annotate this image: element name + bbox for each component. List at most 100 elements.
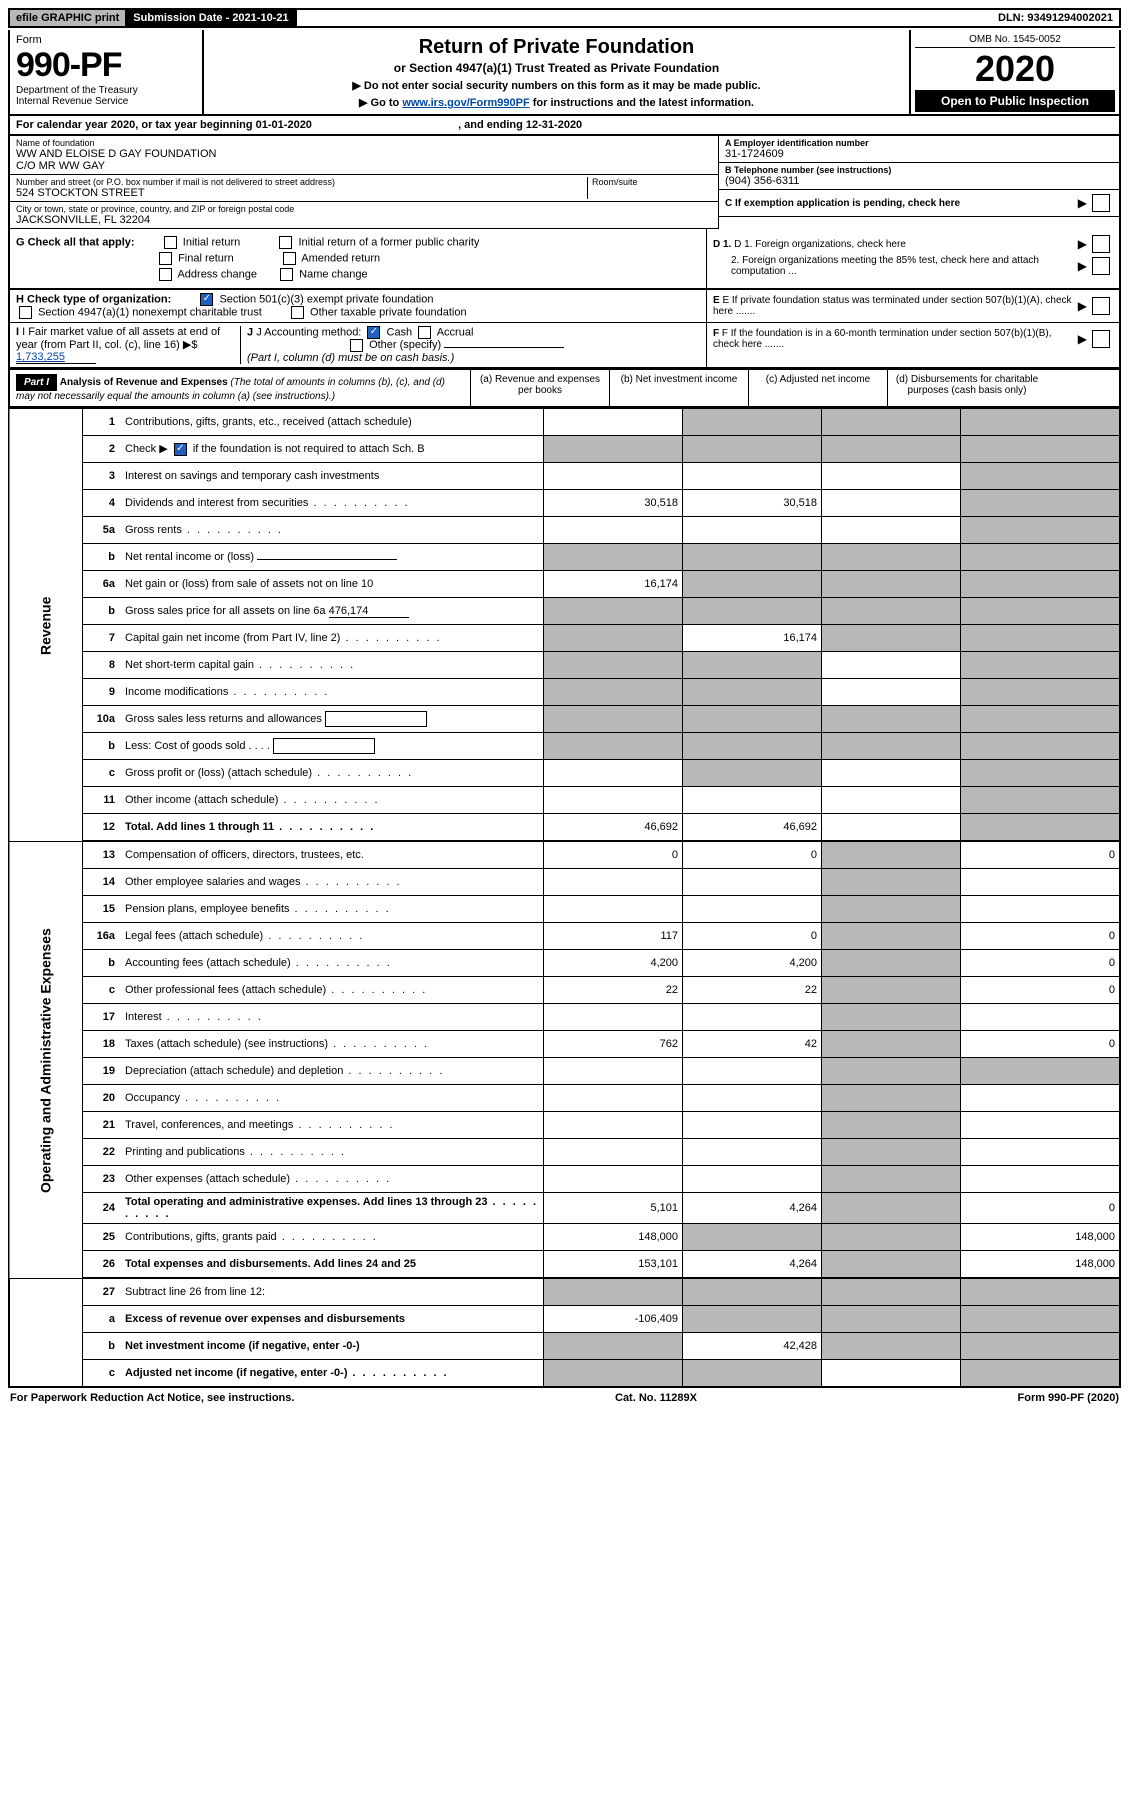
h-4947-checkbox[interactable] <box>19 306 32 319</box>
l5b-text: Net rental income or (loss) <box>125 551 254 563</box>
g-amended-checkbox[interactable] <box>283 252 296 265</box>
l27b: Net investment income (if negative, ente… <box>121 1333 544 1360</box>
form-label: Form <box>16 34 196 46</box>
col-d-head: (d) Disbursements for charitable purpose… <box>887 370 1046 406</box>
arrow-icon: ▶ <box>1078 237 1087 251</box>
table-row: 15Pension plans, employee benefits <box>9 896 1120 923</box>
l14: Other employee salaries and wages <box>121 869 544 896</box>
dept: Department of the Treasury <box>16 85 196 96</box>
g-addr: Address change <box>177 268 257 280</box>
table-row: 3Interest on savings and temporary cash … <box>9 463 1120 490</box>
table-row: 16aLegal fees (attach schedule)11700 <box>9 923 1120 950</box>
table-row: Operating and Administrative Expenses 13… <box>9 842 1120 869</box>
l6b-pre: Gross sales price for all assets on line… <box>125 605 326 617</box>
table-row: 7Capital gain net income (from Part IV, … <box>9 625 1120 652</box>
c-label: C If exemption application is pending, c… <box>725 198 1076 209</box>
l27: Subtract line 26 from line 12: <box>121 1279 544 1306</box>
form-header: Form 990-PF Department of the Treasury I… <box>8 30 1121 116</box>
l12a: 46,692 <box>544 814 683 841</box>
g-amended: Amended return <box>301 252 380 264</box>
i-val-link[interactable]: 1,733,255 <box>16 351 96 364</box>
info-grid: Name of foundation WW AND ELOISE D GAY F… <box>8 136 1121 229</box>
l24a: 5,101 <box>544 1193 683 1224</box>
l10c: Gross profit or (loss) (attach schedule) <box>121 760 544 787</box>
table-row: aExcess of revenue over expenses and dis… <box>9 1306 1120 1333</box>
l6b-val: 476,174 <box>329 605 409 618</box>
table-row: 21Travel, conferences, and meetings <box>9 1112 1120 1139</box>
efile-label[interactable]: efile GRAPHIC print <box>10 10 127 26</box>
l24b: 4,264 <box>683 1193 822 1224</box>
g-name-checkbox[interactable] <box>280 268 293 281</box>
j-note: (Part I, column (d) must be on cash basi… <box>247 352 454 364</box>
table-row: 23Other expenses (attach schedule) <box>9 1166 1120 1193</box>
calendar-year-row: For calendar year 2020, or tax year begi… <box>8 116 1121 136</box>
table-row: 2 Check ▶ ✓ if the foundation is not req… <box>9 436 1120 463</box>
j-other-checkbox[interactable] <box>350 339 363 352</box>
h-other-checkbox[interactable] <box>291 306 304 319</box>
table-row: bGross sales price for all assets on lin… <box>9 598 1120 625</box>
line-num: 2 <box>83 436 122 463</box>
d1-text: D 1. Foreign organizations, check here <box>734 239 906 250</box>
i-label: I Fair market value of all assets at end… <box>16 326 220 351</box>
city: JACKSONVILLE, FL 32204 <box>16 214 712 226</box>
e-label: E E If private foundation status was ter… <box>713 295 1076 317</box>
h-501-checkbox[interactable]: ✓ <box>200 293 213 306</box>
e-checkbox[interactable] <box>1092 297 1110 315</box>
l18d: 0 <box>961 1031 1121 1058</box>
l27c: Adjusted net income (if negative, enter … <box>121 1360 544 1388</box>
g-name: Name change <box>299 268 368 280</box>
j-cash-checkbox[interactable]: ✓ <box>367 326 380 339</box>
l16bb: 4,200 <box>683 950 822 977</box>
l12b: 46,692 <box>683 814 822 841</box>
h-other: Other taxable private foundation <box>310 306 467 318</box>
l16a: Legal fees (attach schedule) <box>121 923 544 950</box>
l10a-text: Gross sales less returns and allowances <box>125 713 322 725</box>
table-row: 14Other employee salaries and wages <box>9 869 1120 896</box>
g-final-checkbox[interactable] <box>159 252 172 265</box>
d1-checkbox[interactable] <box>1092 235 1110 253</box>
c-checkbox[interactable] <box>1092 194 1110 212</box>
table-row: 4Dividends and interest from securities3… <box>9 490 1120 517</box>
l9: Income modifications <box>121 679 544 706</box>
header-right: OMB No. 1545-0052 2020 Open to Public In… <box>909 30 1119 114</box>
l7b: 16,174 <box>683 625 822 652</box>
l22: Printing and publications <box>121 1139 544 1166</box>
l18a: 762 <box>544 1031 683 1058</box>
l13: Compensation of officers, directors, tru… <box>121 842 544 869</box>
l26d: 148,000 <box>961 1251 1121 1278</box>
l16ca: 22 <box>544 977 683 1004</box>
table-row: 10aGross sales less returns and allowanc… <box>9 706 1120 733</box>
c-cell: C If exemption application is pending, c… <box>719 190 1119 217</box>
ein: 31-1724609 <box>725 148 1113 160</box>
l2-checkbox[interactable]: ✓ <box>174 443 187 456</box>
b-cell: B Telephone number (see instructions) (9… <box>719 163 1119 190</box>
h-row: H Check type of organization: ✓ Section … <box>8 290 1121 323</box>
g-initial-pub-checkbox[interactable] <box>279 236 292 249</box>
instr-post: for instructions and the latest informat… <box>533 97 754 109</box>
ij-row: I I Fair market value of all assets at e… <box>8 323 1121 369</box>
d2-checkbox[interactable] <box>1092 257 1110 275</box>
dln: DLN: 93491294002021 <box>992 10 1119 26</box>
table-row: bAccounting fees (attach schedule)4,2004… <box>9 950 1120 977</box>
l25d: 148,000 <box>961 1224 1121 1251</box>
calyear-mid: , and ending <box>458 119 526 131</box>
j-accrual-checkbox[interactable] <box>418 326 431 339</box>
irs-link[interactable]: www.irs.gov/Form990PF <box>402 97 529 109</box>
submission-date: Submission Date - 2021-10-21 <box>127 10 296 26</box>
header-left: Form 990-PF Department of the Treasury I… <box>10 30 204 114</box>
table-row: 27Subtract line 26 from line 12: <box>9 1279 1120 1306</box>
f-checkbox[interactable] <box>1092 330 1110 348</box>
footer-right: Form 990-PF (2020) <box>1018 1392 1119 1404</box>
l10a: Gross sales less returns and allowances <box>121 706 544 733</box>
g-initial-checkbox[interactable] <box>164 236 177 249</box>
j-label: J Accounting method: <box>256 326 361 338</box>
l16bd: 0 <box>961 950 1121 977</box>
h-4947: Section 4947(a)(1) nonexempt charitable … <box>38 306 262 318</box>
instr-ssn: ▶ Do not enter social security numbers o… <box>214 79 899 92</box>
foundation-name: WW AND ELOISE D GAY FOUNDATION <box>16 148 712 160</box>
addr-cell: Number and street (or P.O. box number if… <box>10 175 718 202</box>
l16ba: 4,200 <box>544 950 683 977</box>
table-row: bNet investment income (if negative, ent… <box>9 1333 1120 1360</box>
e-text: E If private foundation status was termi… <box>713 295 1072 317</box>
g-addr-checkbox[interactable] <box>159 268 172 281</box>
